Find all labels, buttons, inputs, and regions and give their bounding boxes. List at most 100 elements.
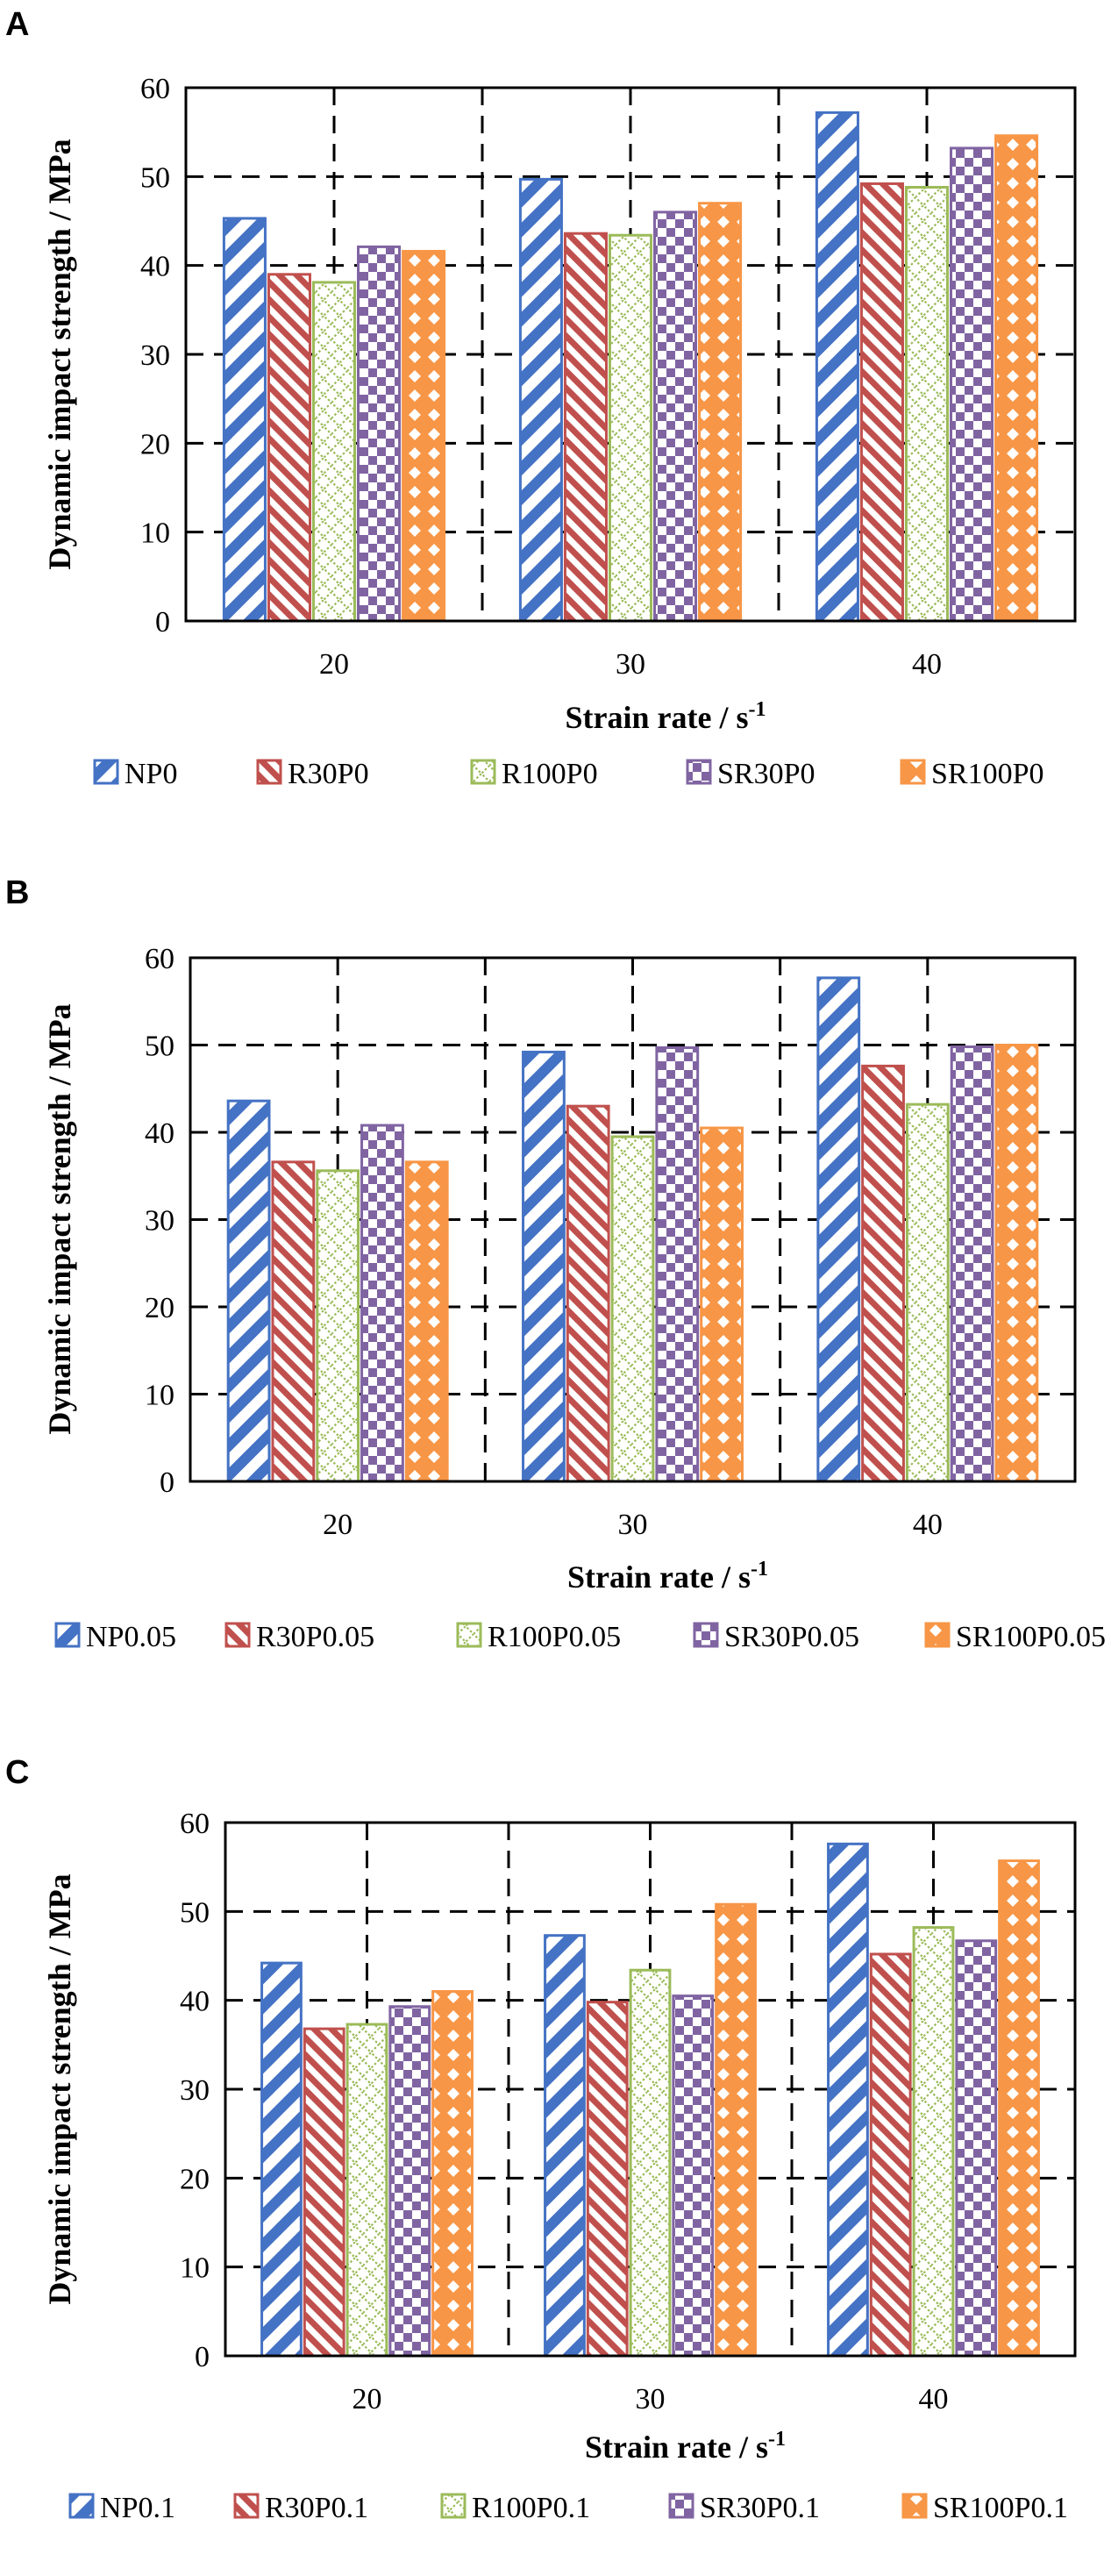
bar-sr30p0-1-20 [388, 2005, 431, 2358]
legend-swatch-3 [693, 1622, 719, 1648]
bar-r100p0-30 [608, 233, 653, 623]
y-tick-label: 10 [145, 1380, 174, 1412]
y-tick-label: 20 [180, 2163, 210, 2195]
legend-label: SR100P0.1 [933, 2492, 1068, 2524]
y-tick-label: 50 [180, 1896, 210, 1929]
bar-np0-05-20 [226, 1099, 271, 1483]
bar-sr100p0-1-20 [431, 1990, 474, 2358]
bar-sr100p0-05-20 [404, 1160, 449, 1483]
bar-r30p0-40 [859, 182, 904, 623]
bar-sr30p0-05-30 [655, 1045, 700, 1483]
bar-sr100p0-20 [402, 249, 446, 623]
y-tick-label: 40 [180, 1986, 210, 2018]
y-tick-label: 30 [180, 2074, 210, 2107]
legend-label: SR100P0 [931, 758, 1044, 790]
y-tick-label: 10 [140, 517, 170, 550]
legend: NP0 R30P0 R100P0 SR30P0 SR100P0 [93, 758, 1044, 790]
bar-np0-1-40 [827, 1842, 869, 2358]
x-tick-label: 40 [912, 648, 942, 681]
legend-label: R30P0.05 [256, 1621, 374, 1653]
y-tick-label: 60 [180, 1808, 210, 1840]
legend-swatch-1 [233, 2493, 260, 2519]
y-tick-label: 50 [145, 1031, 174, 1063]
legend-swatch-3 [686, 759, 712, 785]
bar-r30p0-30 [563, 232, 608, 623]
chart-panel-a: A 0 10 20 30 40 50 60 20 30 40 Strain rate / s-1 Dyn… [5, 6, 1077, 790]
chart-panel-c: C 0 10 20 30 40 50 60 20 30 40 Strain rate / s-1 Dyn… [5, 1754, 1077, 2524]
bar-np0-05-40 [816, 976, 861, 1483]
panel-label: C [5, 1754, 29, 1791]
bar-r30p0-05-30 [566, 1104, 610, 1483]
legend-swatch-4 [901, 2493, 928, 2519]
legend-swatch-0 [54, 1622, 81, 1648]
x-axis-label: Strain rate / s-1 [585, 2428, 786, 2465]
y-tick-label: 40 [140, 251, 170, 283]
legend-label: R100P0.1 [472, 2492, 590, 2524]
bar-r100p0-1-20 [345, 2023, 388, 2358]
bar-sr30p0-05-40 [950, 1045, 994, 1483]
x-tick-label: 30 [618, 1509, 648, 1541]
y-tick-label: 0 [195, 2341, 210, 2373]
bar-r100p0-1-30 [629, 1968, 672, 2358]
bar-r100p0-1-40 [912, 1926, 955, 2358]
legend-label: SR30P0.1 [700, 2492, 820, 2524]
y-axis-label: Dynamic impact strength / MPa [42, 139, 77, 569]
legend-label: R30P0 [288, 758, 369, 790]
bar-sr30p0-30 [653, 211, 698, 623]
plot-frame [224, 1821, 1077, 2358]
x-tick-label: 20 [319, 648, 349, 681]
bar-np0-20 [222, 217, 267, 623]
bar-sr100p0-30 [698, 202, 743, 623]
bar-sr100p0-1-40 [998, 1859, 1040, 2358]
bar-np0-1-30 [544, 1934, 586, 2358]
legend: NP0.05 R30P0.05 R100P0.05 SR30P0.05 SR100P0.… [54, 1621, 1106, 1653]
x-tick-label: 20 [323, 1509, 353, 1541]
legend-swatch-4 [900, 759, 926, 785]
bar-r30p0-05-20 [271, 1160, 316, 1483]
x-axis-label: Strain rate / s-1 [567, 1558, 768, 1595]
legend-label: R100P0 [502, 758, 598, 790]
legend-label: NP0 [125, 758, 177, 790]
bar-r100p0-40 [904, 185, 950, 623]
legend-label: R100P0.05 [488, 1621, 621, 1653]
y-tick-label: 40 [145, 1117, 174, 1150]
plot-frame [184, 86, 1077, 623]
y-tick-label: 10 [180, 2252, 210, 2285]
bar-sr100p0-40 [994, 134, 1039, 623]
bar-r100p0-05-30 [610, 1135, 655, 1483]
bar-sr30p0-1-40 [955, 1939, 998, 2358]
legend-label: SR30P0 [717, 758, 815, 790]
bar-np0-05-30 [522, 1050, 566, 1483]
x-axis-label: Strain rate / s-1 [566, 698, 766, 735]
bar-r30p0-1-20 [303, 2027, 345, 2358]
y-tick-label: 20 [140, 428, 170, 460]
y-tick-label: 0 [155, 606, 170, 639]
legend-swatch-1 [224, 1622, 251, 1648]
legend-swatch-2 [456, 1622, 482, 1648]
x-tick-label: 40 [919, 2383, 949, 2415]
y-axis-label: Dynamic impact strength / MPa [42, 1873, 77, 2304]
x-tick-label: 30 [636, 2383, 666, 2415]
bar-sr30p0-20 [357, 245, 402, 623]
x-tick-label: 40 [913, 1509, 943, 1541]
bar-r100p0-05-40 [905, 1102, 950, 1483]
bar-sr100p0-05-30 [700, 1126, 744, 1483]
legend-label: R30P0.1 [265, 2492, 368, 2524]
bar-sr30p0-05-20 [360, 1124, 404, 1483]
bar-r100p0-20 [311, 281, 357, 623]
y-tick-label: 0 [160, 1466, 174, 1499]
y-tick-label: 50 [140, 161, 170, 194]
legend-label: NP0.1 [100, 2492, 175, 2524]
chart-panel-b: B 0 10 20 30 40 50 60 20 30 40 Strain rate / s-1 Dyn… [5, 874, 1106, 1653]
bar-r30p0-05-40 [861, 1064, 905, 1483]
x-tick-label: 30 [616, 648, 645, 681]
legend-label: NP0.05 [86, 1621, 176, 1653]
bar-np0-1-20 [260, 1961, 303, 2358]
bar-r30p0-1-40 [869, 1952, 912, 2358]
y-tick-label: 60 [145, 943, 174, 975]
panel-label: A [5, 6, 29, 43]
legend-swatch-3 [668, 2493, 694, 2519]
panel-label: B [5, 874, 29, 911]
legend-swatch-2 [470, 759, 496, 785]
